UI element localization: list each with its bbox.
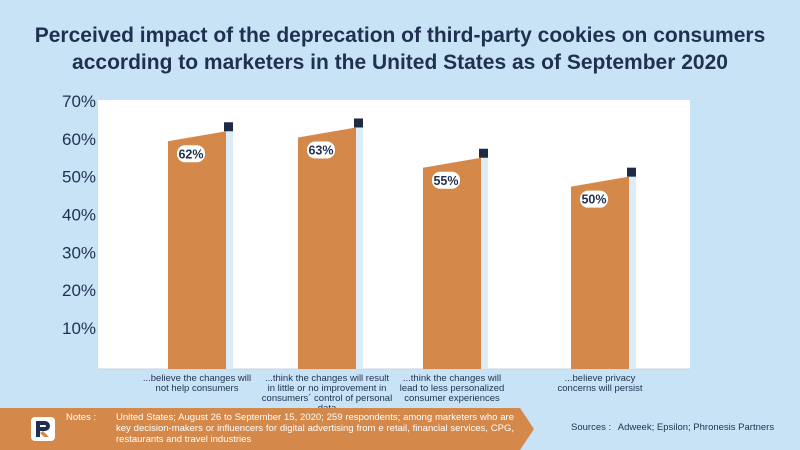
data-label: 55%	[433, 174, 458, 188]
bar-marker	[479, 148, 488, 158]
bar	[298, 127, 356, 369]
y-tick-label: 50%	[62, 168, 96, 187]
x-category-label: consumers´ control of personal	[262, 393, 392, 404]
bar-side	[356, 127, 363, 369]
bar	[423, 157, 481, 369]
y-tick-label: 40%	[62, 206, 96, 225]
x-category-label: concerns will persist	[558, 383, 643, 394]
bar-chart: 10% 20% 30% 40% 50% 60% 70% 62% ...believe the c…	[62, 92, 690, 408]
bar-side	[629, 176, 636, 369]
x-category-label: consumer experiences	[404, 393, 500, 404]
x-category-label: ...think the changes will	[403, 373, 501, 384]
sources-label: Sources :	[571, 422, 612, 433]
y-tick-label: 70%	[62, 92, 96, 111]
chart-title-line-1: Perceived impact of the deprecation of t…	[34, 24, 766, 47]
data-label: 63%	[308, 143, 333, 157]
bar	[168, 131, 226, 369]
bar-side	[226, 131, 233, 369]
notes-band-arrow	[520, 408, 534, 450]
bar-marker	[627, 167, 636, 177]
data-label: 50%	[581, 193, 606, 207]
x-category-label: in little or no improvement in	[268, 383, 387, 394]
x-category-label: ...believe privacy	[565, 373, 636, 384]
phronesis-logo-icon	[31, 417, 55, 441]
chart-title-line-2: according to marketers in the United Sta…	[72, 51, 728, 74]
x-category-label: ...believe the changes will	[143, 373, 251, 384]
chart-title: Perceived impact of the deprecation of t…	[0, 22, 800, 76]
y-tick-label: 20%	[62, 281, 96, 300]
bar-marker	[224, 122, 233, 132]
data-label-bg	[307, 141, 335, 159]
footer: Notes : United States; August 26 to Sept…	[0, 408, 800, 450]
data-label-bg	[580, 190, 608, 208]
x-category-label: data	[318, 403, 337, 408]
x-category-label: lead to less personalized	[400, 383, 505, 394]
sources: Sources : Adweek; Epsilon; Phronesis Par…	[571, 422, 774, 433]
sources-text: Adweek; Epsilon; Phronesis Partners	[617, 422, 775, 433]
data-label-bg	[177, 145, 205, 163]
y-tick-label: 10%	[62, 319, 96, 338]
bar	[571, 176, 629, 369]
bar-marker	[354, 118, 363, 128]
x-category-label: not help consumers	[156, 383, 239, 394]
data-label-bg	[432, 171, 460, 189]
notes-text: United States; August 26 to September 15…	[116, 412, 514, 445]
data-label: 62%	[178, 147, 203, 161]
bar-side	[481, 157, 488, 369]
y-tick-label: 30%	[62, 243, 96, 262]
y-tick-label: 60%	[62, 130, 96, 149]
notes-label: Notes :	[66, 412, 97, 423]
notes-band	[0, 408, 520, 450]
x-category-label: ...think the changes will result	[265, 373, 389, 384]
